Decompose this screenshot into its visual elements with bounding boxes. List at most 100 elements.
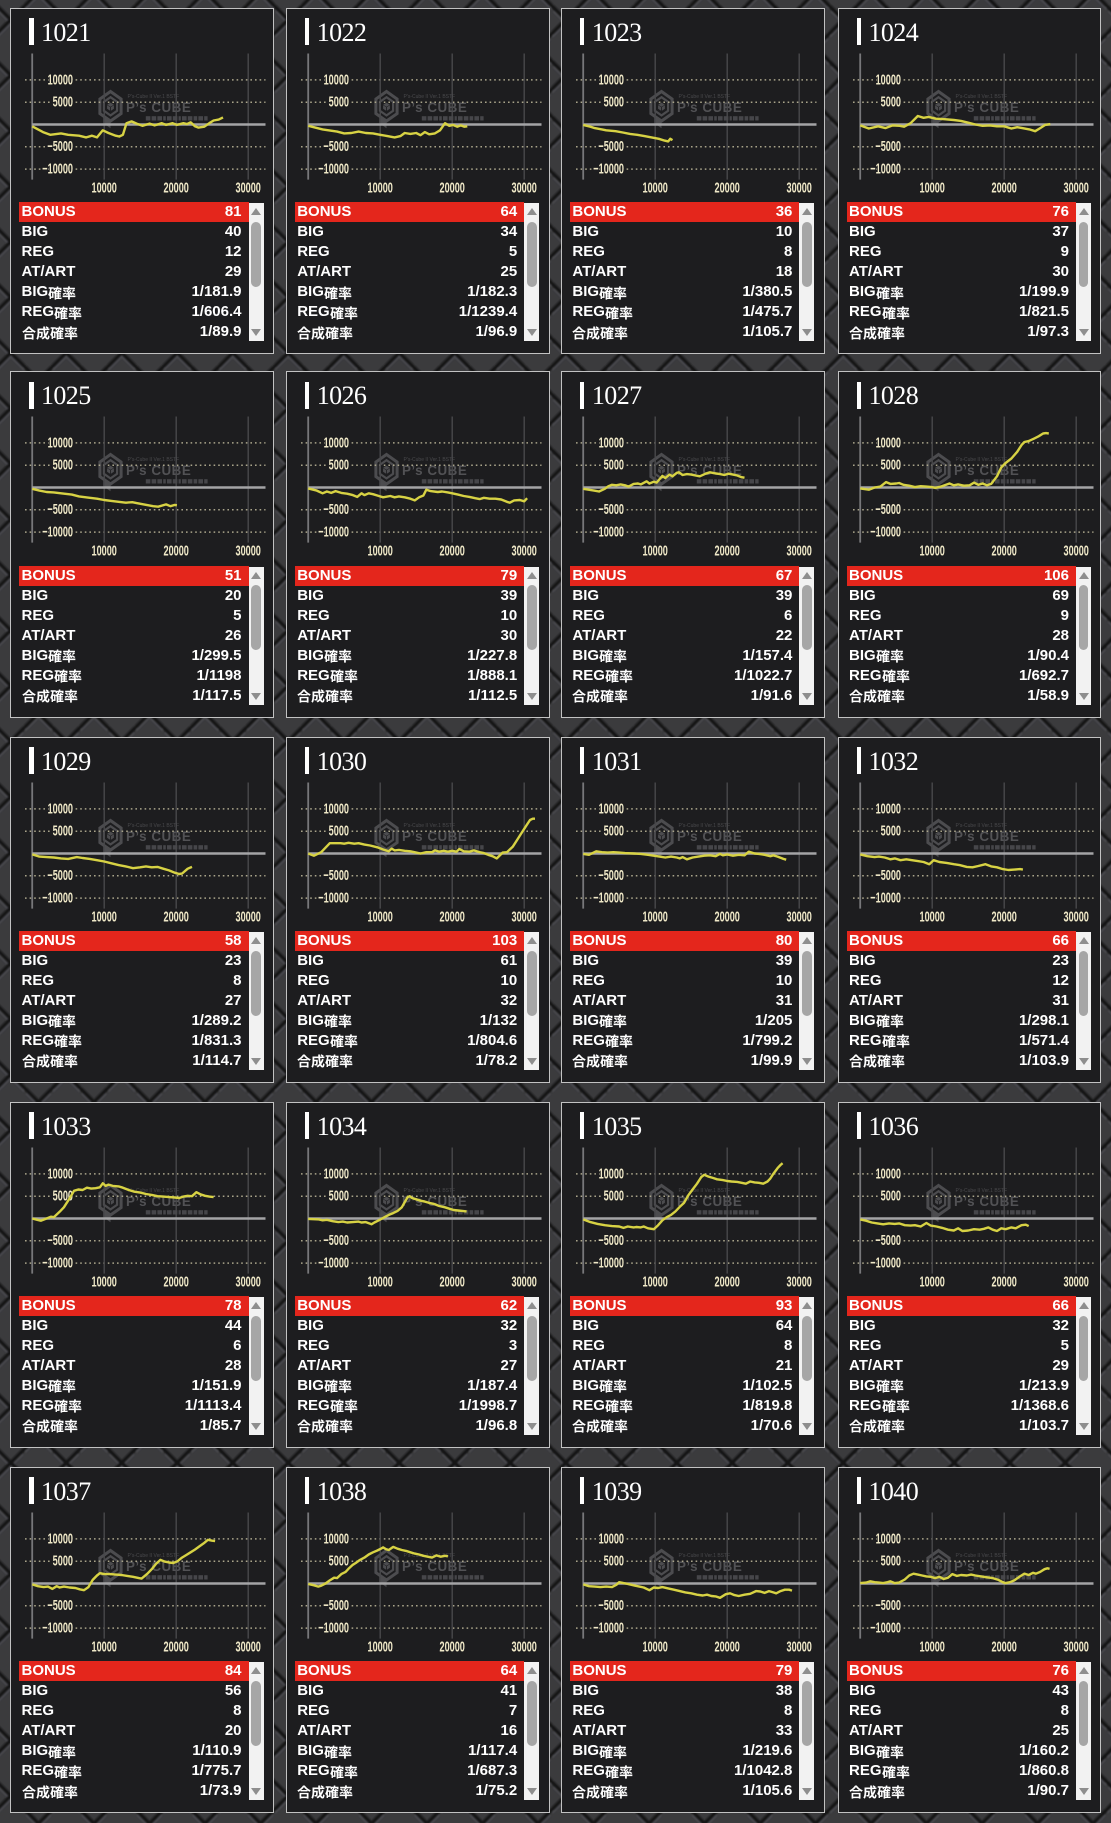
svg-text:10000: 10000 — [642, 1638, 668, 1655]
svg-text:10000: 10000 — [92, 543, 118, 560]
svg-text:10000: 10000 — [598, 1530, 624, 1547]
svg-text:30000: 30000 — [236, 1638, 262, 1655]
svg-text:−5000: −5000 — [875, 1232, 901, 1249]
svg-text:10000: 10000 — [919, 1273, 945, 1290]
svg-text:−10000: −10000 — [318, 1619, 349, 1636]
svg-text:−10000: −10000 — [42, 1619, 73, 1636]
svg-text:20000: 20000 — [714, 543, 740, 560]
svg-text:10000: 10000 — [48, 1530, 74, 1547]
svg-text:5000: 5000 — [328, 822, 349, 839]
svg-text:20000: 20000 — [991, 179, 1017, 196]
svg-text:10000: 10000 — [92, 908, 118, 925]
svg-text:10000: 10000 — [875, 1530, 901, 1547]
svg-text:5000: 5000 — [53, 93, 74, 110]
svg-text:−10000: −10000 — [870, 1619, 901, 1636]
svg-text:10000: 10000 — [48, 1165, 74, 1182]
svg-text:5000: 5000 — [53, 457, 74, 474]
svg-text:−10000: −10000 — [318, 889, 349, 906]
svg-text:−5000: −5000 — [323, 867, 349, 884]
svg-text:10000: 10000 — [642, 908, 668, 925]
svg-text:10000: 10000 — [367, 908, 393, 925]
svg-text:−5000: −5000 — [598, 1232, 624, 1249]
svg-text:20000: 20000 — [164, 1638, 190, 1655]
svg-text:5000: 5000 — [328, 93, 349, 110]
svg-text:20000: 20000 — [714, 179, 740, 196]
svg-text:−5000: −5000 — [875, 1597, 901, 1614]
svg-text:−10000: −10000 — [870, 889, 901, 906]
svg-text:20000: 20000 — [439, 179, 465, 196]
svg-text:10000: 10000 — [875, 71, 901, 88]
svg-text:20000: 20000 — [439, 543, 465, 560]
svg-text:−5000: −5000 — [47, 1232, 73, 1249]
svg-text:30000: 30000 — [786, 543, 812, 560]
svg-text:5000: 5000 — [604, 93, 625, 110]
svg-text:5000: 5000 — [604, 822, 625, 839]
svg-text:−5000: −5000 — [598, 501, 624, 518]
svg-text:10000: 10000 — [92, 1638, 118, 1655]
svg-text:30000: 30000 — [236, 1273, 262, 1290]
svg-text:30000: 30000 — [786, 179, 812, 196]
svg-text:−5000: −5000 — [598, 1597, 624, 1614]
svg-text:10000: 10000 — [92, 1273, 118, 1290]
svg-text:−10000: −10000 — [593, 1254, 624, 1271]
svg-text:30000: 30000 — [1063, 1273, 1089, 1290]
svg-text:30000: 30000 — [786, 1273, 812, 1290]
svg-text:−10000: −10000 — [593, 1619, 624, 1636]
svg-text:10000: 10000 — [919, 179, 945, 196]
svg-text:−5000: −5000 — [47, 138, 73, 155]
svg-text:20000: 20000 — [439, 1638, 465, 1655]
svg-text:−10000: −10000 — [593, 889, 624, 906]
svg-text:5000: 5000 — [604, 1552, 625, 1569]
svg-text:10000: 10000 — [875, 800, 901, 817]
svg-text:−5000: −5000 — [598, 138, 624, 155]
svg-text:10000: 10000 — [642, 179, 668, 196]
svg-text:5000: 5000 — [604, 1187, 625, 1204]
svg-text:20000: 20000 — [164, 908, 190, 925]
svg-text:−5000: −5000 — [47, 1597, 73, 1614]
svg-text:−5000: −5000 — [875, 867, 901, 884]
svg-text:20000: 20000 — [991, 543, 1017, 560]
svg-text:5000: 5000 — [328, 1187, 349, 1204]
svg-text:30000: 30000 — [511, 179, 537, 196]
svg-text:10000: 10000 — [598, 434, 624, 451]
svg-text:10000: 10000 — [367, 1638, 393, 1655]
svg-text:−10000: −10000 — [318, 524, 349, 541]
svg-text:−10000: −10000 — [42, 160, 73, 177]
svg-text:20000: 20000 — [714, 1638, 740, 1655]
svg-text:−5000: −5000 — [47, 501, 73, 518]
svg-text:20000: 20000 — [439, 908, 465, 925]
svg-text:10000: 10000 — [323, 1530, 349, 1547]
svg-text:30000: 30000 — [236, 543, 262, 560]
svg-text:10000: 10000 — [642, 543, 668, 560]
svg-text:−5000: −5000 — [875, 138, 901, 155]
svg-text:5000: 5000 — [53, 822, 74, 839]
svg-text:20000: 20000 — [439, 1273, 465, 1290]
svg-text:10000: 10000 — [323, 800, 349, 817]
svg-text:−10000: −10000 — [593, 160, 624, 177]
svg-text:5000: 5000 — [880, 822, 901, 839]
svg-text:20000: 20000 — [164, 543, 190, 560]
svg-text:−10000: −10000 — [870, 160, 901, 177]
svg-text:10000: 10000 — [875, 1165, 901, 1182]
svg-text:−5000: −5000 — [323, 1597, 349, 1614]
svg-text:5000: 5000 — [880, 93, 901, 110]
svg-text:10000: 10000 — [48, 800, 74, 817]
svg-text:20000: 20000 — [991, 1638, 1017, 1655]
svg-text:10000: 10000 — [367, 179, 393, 196]
svg-text:30000: 30000 — [236, 179, 262, 196]
svg-text:10000: 10000 — [367, 543, 393, 560]
svg-text:−10000: −10000 — [318, 160, 349, 177]
svg-text:20000: 20000 — [714, 1273, 740, 1290]
svg-text:10000: 10000 — [323, 1165, 349, 1182]
svg-text:−5000: −5000 — [47, 867, 73, 884]
svg-text:−10000: −10000 — [42, 1254, 73, 1271]
svg-text:10000: 10000 — [919, 543, 945, 560]
svg-text:30000: 30000 — [1063, 1638, 1089, 1655]
svg-text:20000: 20000 — [991, 908, 1017, 925]
svg-text:30000: 30000 — [786, 908, 812, 925]
svg-text:20000: 20000 — [164, 1273, 190, 1290]
svg-text:10000: 10000 — [323, 434, 349, 451]
svg-text:30000: 30000 — [511, 543, 537, 560]
svg-text:30000: 30000 — [511, 1273, 537, 1290]
svg-text:30000: 30000 — [511, 908, 537, 925]
